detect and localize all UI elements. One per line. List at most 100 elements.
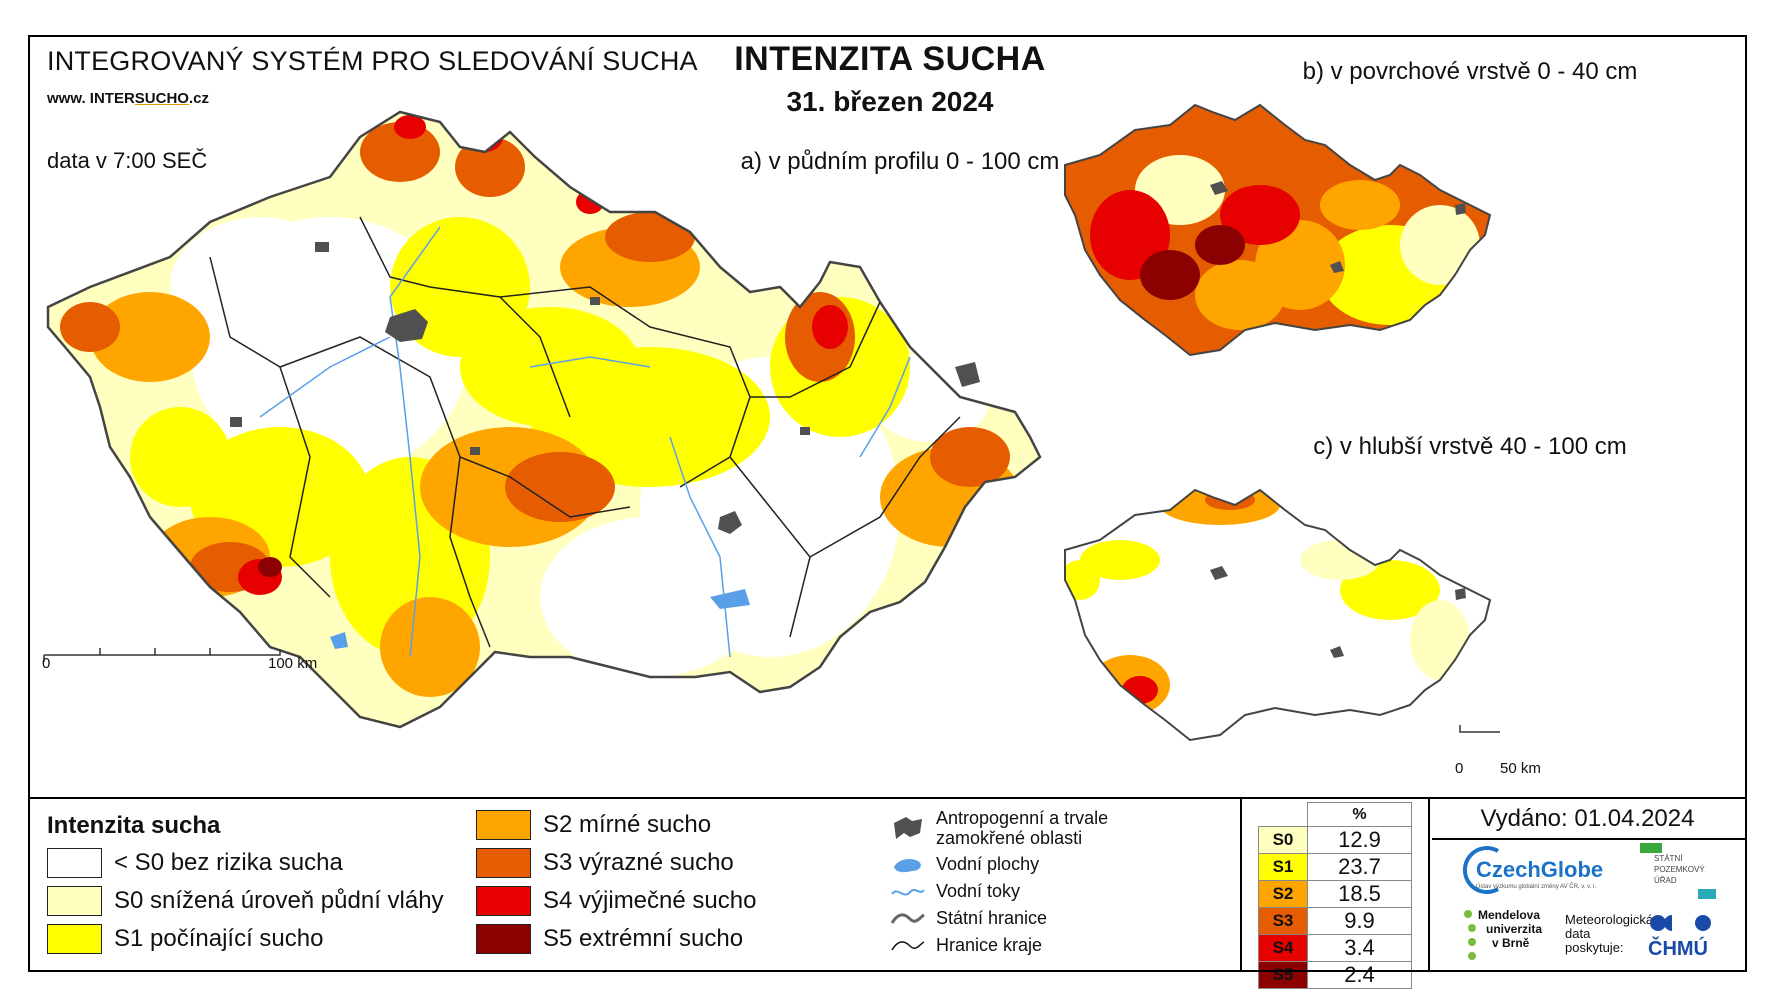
legend-column-1: < S0 bez rizika sucha S0 snížená úroveň … — [47, 848, 444, 954]
stats-value: 3.4 — [1307, 934, 1412, 962]
meteo-credit: Meteorologická data poskytuje: — [1565, 913, 1653, 955]
stats-class: S4 — [1258, 934, 1308, 962]
legend-swatch — [476, 848, 531, 878]
region-border-icon — [891, 940, 925, 950]
legend-item: S5 extrémní sucho — [476, 924, 756, 954]
legend-swatch — [476, 810, 531, 840]
data-time: data v 7:00 SEČ — [47, 148, 208, 173]
map-b-surface-layer — [1064, 103, 1492, 357]
legend-label: S3 výrazné sucho — [543, 849, 734, 876]
legend-swatch — [47, 848, 102, 878]
legend-item: < S0 bez rizika sucha — [47, 848, 444, 878]
page-title: INTENZITA SUCHA — [734, 40, 1046, 78]
overlay-legend: Antropogenní a trvale zamokřené oblasti … — [890, 808, 1108, 956]
state-border-icon — [890, 912, 925, 924]
legend-swatch — [476, 886, 531, 916]
legend-swatch — [476, 924, 531, 954]
map-c-label: c) v hlubší vrstvě 40 - 100 cm — [1313, 433, 1627, 460]
issued-divider — [1432, 838, 1745, 840]
chmu-name: ČHMÚ — [1648, 938, 1708, 960]
scale-small-start: 0 — [1455, 760, 1464, 777]
overlay-rivers-label: Vodní toky — [936, 881, 1021, 901]
czechglobe-arc-icon — [1462, 846, 1500, 894]
legend-divider — [1428, 797, 1430, 970]
spu-line: ÚŘAD — [1654, 876, 1677, 885]
water-body-icon — [894, 858, 921, 872]
mendelu-text: Mendelova univerzita v Brně — [1478, 908, 1542, 950]
website-mid: SUCHO — [134, 90, 189, 107]
mendelu-line: v Brně — [1492, 936, 1530, 950]
legend-swatch — [47, 924, 102, 954]
overlay-urban-line2: zamokřené oblasti — [936, 828, 1083, 848]
spu-line: STÁTNÍ — [1654, 854, 1683, 863]
overlay-rivers: Vodní toky — [890, 881, 1108, 902]
overlay-urban-line1: Antropogenní a trvale — [936, 808, 1109, 828]
legend-swatch — [47, 886, 102, 916]
chmu-mark-icon — [1650, 915, 1711, 931]
legend-item: S2 mírné sucho — [476, 810, 756, 840]
legend-panel — [30, 797, 1745, 972]
spu-mark — [1640, 843, 1662, 853]
legend-label: S0 snížená úroveň půdní vláhy — [114, 887, 444, 914]
overlay-state-border-label: Státní hranice — [936, 908, 1048, 928]
legend-item: S4 výjimečné sucho — [476, 886, 756, 916]
urban-area-icon — [894, 817, 922, 839]
overlay-water: Vodní plochy — [890, 854, 1108, 875]
stats-class: S3 — [1258, 907, 1308, 935]
overlay-water-label: Vodní plochy — [936, 854, 1040, 874]
overlay-region-border-label: Hranice kraje — [936, 935, 1043, 955]
system-title: INTEGROVANÝ SYSTÉM PRO SLEDOVÁNÍ SUCHA — [47, 46, 698, 76]
spu-line: POZEMKOVÝ — [1654, 865, 1705, 874]
meteo-line: data — [1565, 926, 1591, 941]
overlay-region-border: Hranice kraje — [890, 935, 1108, 956]
website-link[interactable]: www. INTERSUCHO.cz — [47, 90, 209, 107]
stats-class: S5 — [1258, 961, 1308, 989]
legend-item: S1 počínající sucho — [47, 924, 444, 954]
overlay-urban: Antropogenní a trvale zamokřené oblasti — [890, 808, 1108, 848]
website-suffix: .cz — [188, 90, 209, 107]
scale-main-start: 0 — [42, 655, 51, 672]
overlay-state-border: Státní hranice — [890, 908, 1108, 929]
legend-divider — [1240, 797, 1242, 970]
legend-label: < S0 bez rizika sucha — [114, 849, 343, 876]
table-row: S4 3.4 — [1258, 934, 1412, 962]
map-c-deep-layer — [1064, 488, 1500, 742]
czechglobe-subtitle: Ústav výzkumu globální změny AV ČR, v. v… — [1476, 884, 1597, 890]
legend-label: S5 extrémní sucho — [543, 925, 744, 952]
spu-mark-2 — [1698, 889, 1716, 899]
drought-stats-table: % S0 12.9 S1 23.7 S2 18.5 S3 9.9 S4 3.4 … — [1258, 802, 1412, 989]
stats-value: 2.4 — [1307, 961, 1412, 989]
website-prefix: www. INTER — [47, 90, 135, 107]
legend-item: S0 snížená úroveň půdní vláhy — [47, 886, 444, 916]
czechglobe-name: CzechGlobe — [1476, 857, 1604, 882]
czechglobe-logo: CzechGlobe Ústav výzkumu globální změny … — [1462, 845, 1612, 900]
map-a-soil-profile — [43, 110, 1042, 729]
table-row: S2 18.5 — [1258, 880, 1412, 908]
meteo-line: poskytuje: — [1565, 940, 1624, 955]
legend-item: S3 výrazné sucho — [476, 848, 756, 878]
legend-label: S2 mírné sucho — [543, 811, 712, 838]
spu-text: STÁTNÍ POZEMKOVÝ ÚŘAD — [1654, 853, 1705, 886]
mendelu-dots-icon — [1464, 910, 1476, 960]
scale-small-end: 50 km — [1500, 760, 1541, 777]
mendelu-line: Mendelova — [1478, 908, 1541, 922]
outer-frame — [28, 35, 1747, 972]
mendelu-logo: Mendelova univerzita v Brně — [1462, 908, 1552, 970]
table-row: S5 2.4 — [1258, 961, 1412, 989]
issued-date: Vydáno: 01.04.2024 — [1480, 805, 1695, 832]
stats-class: S2 — [1258, 880, 1308, 908]
table-row: S0 12.9 — [1258, 826, 1412, 854]
mendelu-line: univerzita — [1486, 922, 1543, 936]
legend-label: S1 počínající sucho — [114, 925, 324, 952]
scale-main-end: 100 km — [268, 655, 318, 672]
chmu-logo: ČHMÚ — [1648, 912, 1718, 967]
map-b-label: b) v povrchové vrstvě 0 - 40 cm — [1302, 58, 1638, 85]
river-icon — [891, 888, 925, 896]
stats-class: S1 — [1258, 853, 1308, 881]
legend-title: Intenzita sucha — [47, 812, 221, 839]
legend-column-2: S2 mírné sucho S3 výrazné sucho S4 výjim… — [476, 810, 756, 954]
spu-logo: STÁTNÍ POZEMKOVÝ ÚŘAD — [1640, 843, 1716, 905]
stats-value: 18.5 — [1307, 880, 1412, 908]
map-a-label: a) v půdním profilu 0 - 100 cm — [740, 148, 1060, 175]
meteo-line: Meteorologická — [1565, 912, 1654, 927]
